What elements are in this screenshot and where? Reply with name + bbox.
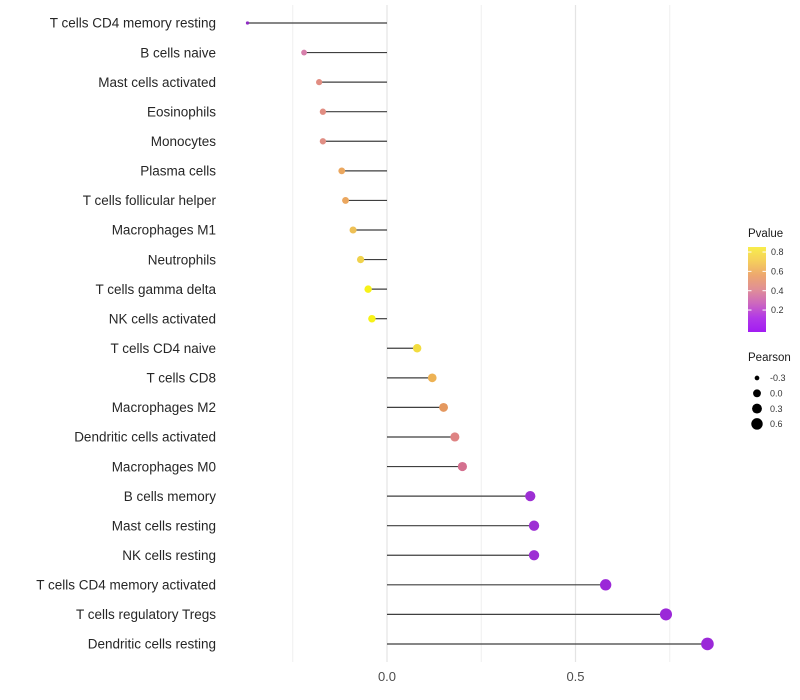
- size-legend-label: 0.6: [770, 419, 783, 429]
- data-point[interactable]: [599, 579, 612, 591]
- colorbar-tick-label: 0.2: [771, 305, 784, 315]
- category-label: Mast cells resting: [112, 518, 216, 533]
- data-point[interactable]: [349, 226, 357, 234]
- category-label: T cells CD8: [146, 371, 216, 386]
- colorbar-tick-label: 0.4: [771, 286, 784, 296]
- category-label: T cells CD4 memory activated: [36, 578, 216, 593]
- data-point[interactable]: [319, 108, 327, 115]
- data-point[interactable]: [450, 432, 460, 442]
- category-label: Eosinophils: [147, 104, 216, 119]
- category-label: T cells regulatory Tregs: [76, 607, 216, 622]
- size-legend-dot: [752, 403, 762, 414]
- size-legend-label: -0.3: [770, 373, 786, 383]
- category-label: NK cells resting: [122, 548, 216, 563]
- category-label: Dendritic cells activated: [74, 430, 216, 445]
- data-point[interactable]: [316, 79, 323, 86]
- category-label: NK cells activated: [109, 311, 216, 326]
- category-label: Mast cells activated: [98, 75, 216, 90]
- pearson-legend-title: Pearson: [748, 352, 791, 364]
- pvalue-colorbar: [748, 247, 766, 332]
- x-axis-tick-label: 0.5: [566, 669, 584, 684]
- data-point[interactable]: [659, 608, 673, 621]
- data-point[interactable]: [245, 21, 250, 25]
- category-label: Macrophages M0: [112, 459, 216, 474]
- data-point[interactable]: [525, 490, 536, 502]
- category-label: T cells follicular helper: [83, 193, 217, 208]
- colorbar-tick-label: 0.6: [771, 267, 784, 277]
- category-label: T cells CD4 naive: [110, 341, 216, 356]
- data-point[interactable]: [439, 402, 448, 412]
- category-label: Monocytes: [151, 134, 217, 149]
- colorbar-tick-label: 0.8: [771, 247, 784, 257]
- data-point[interactable]: [368, 314, 376, 323]
- data-point[interactable]: [338, 167, 346, 175]
- data-point[interactable]: [319, 138, 327, 145]
- data-point[interactable]: [528, 550, 540, 561]
- data-point[interactable]: [364, 285, 372, 293]
- chart-generated-content: T cells CD4 memory resting B cells naive M…: [36, 5, 786, 684]
- category-label: T cells gamma delta: [95, 282, 216, 297]
- category-label: Plasma cells: [140, 164, 216, 179]
- category-label: Macrophages M2: [112, 400, 216, 415]
- category-label: B cells naive: [140, 45, 216, 60]
- x-axis-tick-label: 0.0: [378, 669, 396, 684]
- data-point[interactable]: [701, 637, 714, 651]
- size-legend-label: 0.3: [770, 404, 783, 414]
- data-point[interactable]: [412, 344, 422, 353]
- size-legend-dot: [753, 389, 761, 398]
- category-label: B cells memory: [124, 489, 217, 504]
- category-label: Neutrophils: [148, 252, 217, 267]
- data-point[interactable]: [342, 196, 349, 204]
- data-point[interactable]: [427, 373, 437, 383]
- data-point[interactable]: [528, 520, 540, 531]
- pvalue-legend-title: Pvalue: [748, 228, 783, 240]
- size-legend-label: 0.0: [770, 389, 783, 399]
- data-point[interactable]: [301, 49, 307, 56]
- data-point[interactable]: [356, 255, 365, 264]
- data-point[interactable]: [457, 461, 468, 472]
- category-label: T cells CD4 memory resting: [50, 16, 216, 31]
- category-label: Macrophages M1: [112, 223, 216, 238]
- size-legend-dot: [754, 375, 760, 381]
- category-label: Dendritic cells resting: [88, 637, 216, 652]
- size-legend-dot: [751, 418, 763, 430]
